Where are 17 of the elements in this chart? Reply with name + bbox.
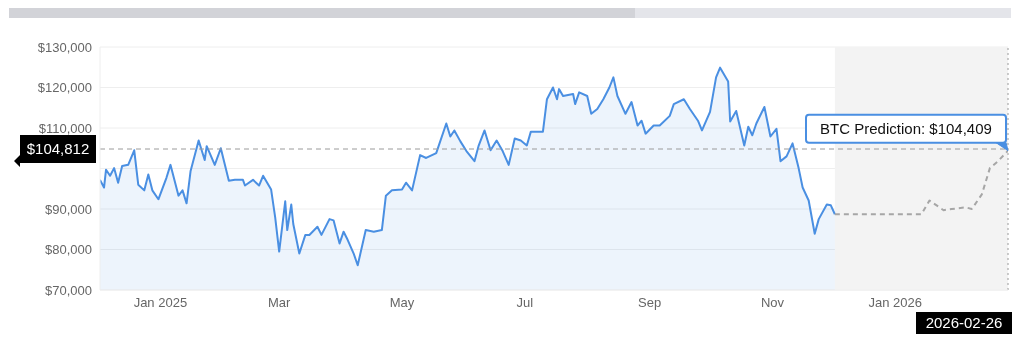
y-tick-label: $70,000 (45, 282, 92, 298)
callout: BTC Prediction: $104,409 (805, 113, 1009, 152)
annotation: BTC Prediction: $104,409 (820, 119, 992, 137)
ref-line-label: 2026-02-26 (925, 314, 1003, 331)
y-tick-label: $80,000 (45, 242, 92, 258)
y-tick-label: $130,000 (37, 39, 92, 55)
ref-line-label: $104,812 (26, 140, 90, 158)
x-tick-label: Nov (760, 295, 785, 311)
x-tick-label: Jan 2025 (133, 295, 188, 311)
x-tick-label: Mar (267, 295, 292, 311)
y-tick-label: $110,000 (38, 120, 92, 136)
x-tick-label: Sep (638, 295, 662, 311)
y-tick-label: $90,000 (45, 201, 92, 217)
y-tick-label: $120,000 (37, 80, 92, 96)
x-tick-label: Jan 2026 (868, 295, 923, 311)
x-tick-label: Jul (516, 295, 534, 311)
x-tick-label: May (389, 295, 415, 311)
